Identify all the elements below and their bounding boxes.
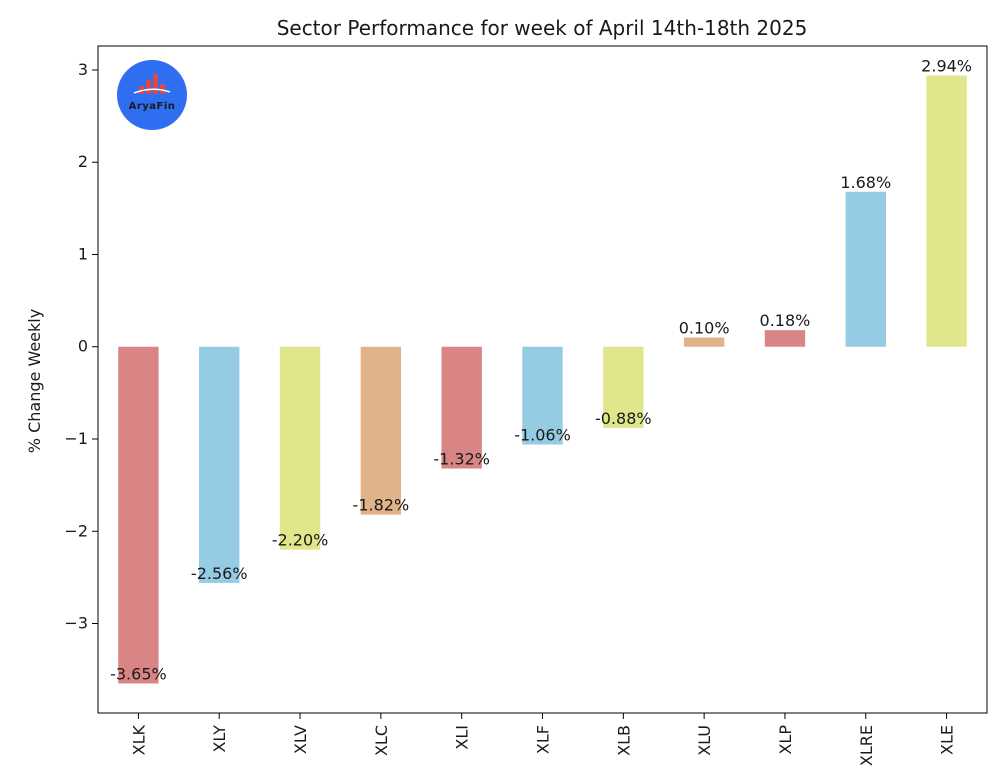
x-tick-label-xlk: XLK xyxy=(129,725,148,756)
data-label-xlre: 1.68% xyxy=(840,173,891,192)
y-tick-label: −2 xyxy=(64,521,88,540)
data-label-xlf: -1.06% xyxy=(514,426,571,445)
x-tick-label-xlv: XLV xyxy=(291,725,310,754)
data-label-xlk: -3.65% xyxy=(110,664,167,683)
data-label-xlu: 0.10% xyxy=(679,319,730,338)
bar-xlc xyxy=(360,346,402,515)
bar-xlf xyxy=(522,346,563,445)
x-tick-label-xle: XLE xyxy=(938,725,957,755)
bar-xlre xyxy=(845,191,886,347)
plot-frame xyxy=(97,45,988,714)
y-tick-label: 2 xyxy=(78,152,88,171)
logo-chart-icon xyxy=(133,74,171,94)
chart-title: Sector Performance for week of April 14t… xyxy=(277,16,808,40)
data-label-xle: 2.94% xyxy=(921,57,972,76)
x-tick-label-xlre: XLRE xyxy=(857,725,876,766)
y-tick-label: 1 xyxy=(78,244,88,263)
x-tick-label-xly: XLY xyxy=(210,725,229,753)
logo-text: AryaFin xyxy=(129,101,176,112)
bar-xlp xyxy=(764,330,806,347)
logo-badge xyxy=(117,60,187,130)
bar-xlb xyxy=(603,346,644,428)
x-tick-label-xlp: XLP xyxy=(776,725,795,755)
plot-area: −3 −2 −1 0 1 2 3 -3.65% XLK -2.56% XLY -2.20% XLV -1.… xyxy=(64,57,972,767)
y-axis-label: % Change Weekly xyxy=(25,309,44,453)
data-label-xlb: -0.88% xyxy=(595,409,652,428)
x-tick-label-xlf: XLF xyxy=(534,725,553,754)
y-tick-label: 3 xyxy=(78,60,88,79)
x-tick-label-xli: XLI xyxy=(453,725,472,750)
logo: AryaFin xyxy=(117,60,187,130)
data-label-xlp: 0.18% xyxy=(760,311,811,330)
y-tick-label: −3 xyxy=(64,614,88,633)
bar-xly xyxy=(199,346,240,583)
data-label-xlc: -1.82% xyxy=(353,496,410,515)
y-tick-label: 0 xyxy=(78,337,88,356)
x-tick-label-xlu: XLU xyxy=(695,725,714,756)
bar-xle xyxy=(926,75,967,347)
data-label-xly: -2.56% xyxy=(191,564,248,583)
y-tick-label: −1 xyxy=(64,429,88,448)
data-label-xli: -1.32% xyxy=(433,450,490,469)
bar-xli xyxy=(441,346,482,469)
x-tick-label-xlc: XLC xyxy=(372,725,391,756)
bar-xlv xyxy=(279,346,321,550)
bar-xlu xyxy=(683,337,725,347)
x-tick-label-xlb: XLB xyxy=(614,725,633,756)
bar-xlk xyxy=(118,346,159,684)
data-label-xlv: -2.20% xyxy=(272,531,329,550)
